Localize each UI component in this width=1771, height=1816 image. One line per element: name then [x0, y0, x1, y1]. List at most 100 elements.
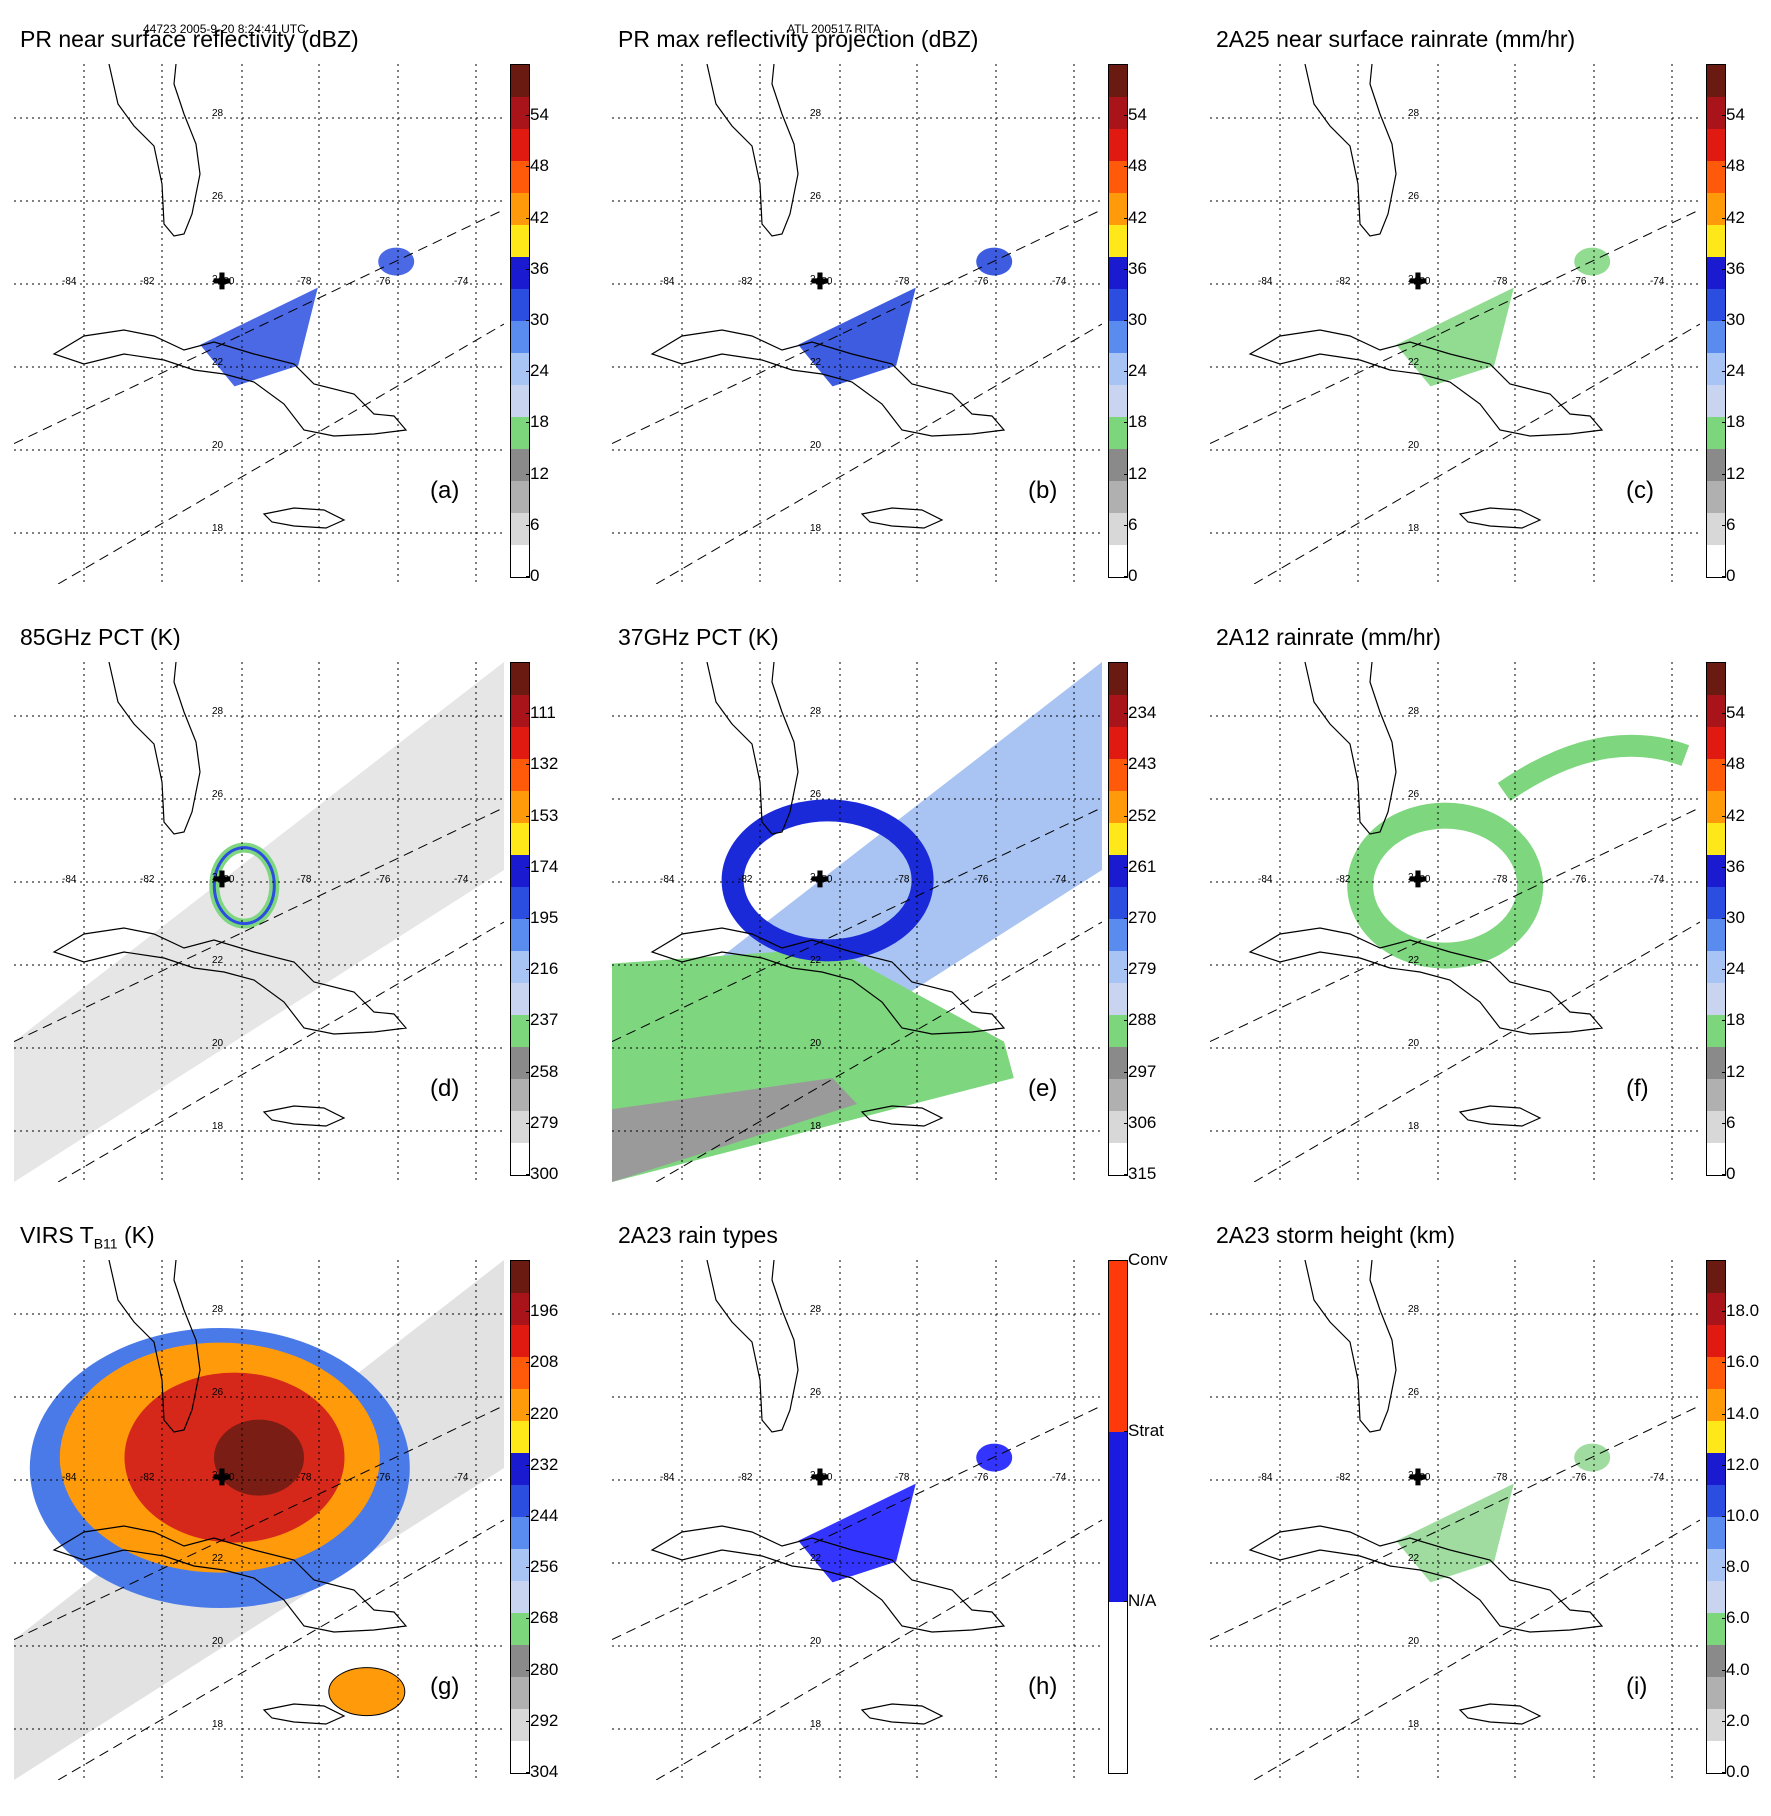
colorbar-tick-label: 6 — [1123, 514, 1138, 534]
colorbar-tick-label: 54 — [1124, 105, 1147, 125]
panel-f: 2A12 rainrate (mm/hr) 28 26 24 22 20 18 -84 -82 -… — [1196, 620, 1771, 1218]
jamaica-coastline — [860, 1703, 944, 1725]
florida-coastline — [1304, 64, 1397, 237]
colorbar-segment — [1707, 1741, 1725, 1773]
panel-title-text: VIRS T — [20, 1222, 94, 1248]
colorbar-segment — [511, 983, 529, 1015]
longitude-label: -80 — [818, 1472, 833, 1483]
colorbar-ticks: 54 48 42 36 30 24 18 12 6 0 — [525, 64, 590, 585]
panel-letter: (g) — [430, 1673, 460, 1700]
colorbar-tick-label: 132 — [525, 754, 559, 774]
panel-i: 2A23 storm height (km) 28 26 24 22 20 18 -84 -82… — [1196, 1218, 1771, 1816]
colorbar-tick-label: 261 — [1123, 856, 1157, 876]
colorbar-ticks: 54 48 42 36 30 24 18 12 6 0 — [1123, 64, 1188, 585]
latitude-label: 22 — [212, 1553, 224, 1564]
panel-title-unit: (K) — [117, 1222, 155, 1248]
colorbar-segment — [511, 1517, 529, 1549]
rain-ring — [1347, 802, 1544, 969]
florida-coastline — [108, 64, 201, 237]
map-area: 28 26 24 22 20 18 -84 -82 -80 -78 -76 -74 ✚ — [1210, 1260, 1700, 1780]
colorbar-tick-label: 12 — [1124, 463, 1147, 483]
latitude-label: 18 — [212, 1121, 224, 1132]
colorbar-segment — [511, 1549, 529, 1581]
cuba-coastline — [650, 927, 1006, 1035]
colorbar-segment — [511, 1047, 529, 1079]
panel-title: PR max reflectivity projection (dBZ) — [618, 26, 978, 53]
latitude-label: 20 — [1408, 1038, 1420, 1049]
colorbar-tick-label: 0 — [1721, 1164, 1736, 1183]
jamaica-coastline — [262, 1105, 346, 1127]
colorbar-segment — [1707, 791, 1725, 823]
cuba-coastline — [1248, 329, 1604, 437]
colorbar-segment — [1707, 417, 1725, 449]
colorbar-segment — [1707, 289, 1725, 321]
panel-g: VIRS TB11 (K) 28 26 24 22 20 18 -84 -82 -80 -78 -76… — [0, 1218, 590, 1816]
colorbar-ticks: 18.0 16.0 14.0 12.0 10.0 8.0 6.0 4.0 2.0 0.0 — [1721, 1260, 1771, 1781]
colorbar-segment — [1707, 1015, 1725, 1047]
colorbar-segment — [1109, 983, 1127, 1015]
map-area: 28 26 24 22 20 18 -84 -82 -80 -78 -76 -74 ✚ — [1210, 662, 1700, 1182]
latitude-label: 26 — [212, 1387, 224, 1398]
colorbar-tick-label: 42 — [1722, 207, 1745, 227]
colorbar-segment — [1109, 225, 1127, 257]
colorbar-tick-label: 30 — [526, 310, 549, 329]
latitude-label: 18 — [1408, 523, 1420, 534]
colorbar-segment — [1707, 129, 1725, 161]
panel-letter: (c) — [1626, 477, 1654, 504]
swath-edge-south — [655, 921, 1102, 1182]
swath-edge-north — [612, 209, 1102, 445]
rain-area — [200, 287, 318, 387]
colorbar-tick-label: 24 — [1722, 959, 1745, 979]
storm-center-marker: ✚ — [810, 1465, 830, 1490]
colorbar-segment — [511, 727, 529, 759]
colorbar-segment — [1707, 1549, 1725, 1581]
colorbar-segment — [1707, 1453, 1725, 1485]
longitude-label: -78 — [297, 1472, 312, 1483]
colorbar-tick-label: 42 — [1124, 207, 1147, 227]
jamaica-coastline — [1458, 1105, 1542, 1127]
colorbar-segment — [1707, 855, 1725, 887]
colorbar-tick-label: 279 — [525, 1112, 559, 1132]
colorbar-tick-label: 18 — [526, 412, 549, 432]
latitude-label: 24 — [212, 1470, 224, 1481]
cuba-coastline — [1248, 927, 1604, 1035]
colorbar-segment — [511, 695, 529, 727]
florida-coastline — [108, 662, 201, 835]
colorbar-tick-label: 252 — [1123, 805, 1157, 825]
colorbar-segment — [511, 1325, 529, 1357]
colorbar-segment — [1109, 513, 1127, 545]
colorbar-segment — [1707, 1293, 1725, 1325]
colorbar-tick-label: 300 — [525, 1164, 559, 1183]
latitude-label: 22 — [1408, 955, 1420, 966]
eyewall-core — [212, 846, 276, 926]
panel-title: 37GHz PCT (K) — [618, 624, 779, 651]
longitude-label: -78 — [1493, 276, 1508, 287]
colorbar-segment — [1707, 759, 1725, 791]
colorbar-segment — [511, 1357, 529, 1389]
colorbar-segment — [511, 385, 529, 417]
cuba-coastline — [1248, 1525, 1604, 1633]
colorbar-segment — [1707, 1645, 1725, 1677]
longitude-label: -76 — [376, 1472, 391, 1483]
latitude-label: 26 — [810, 191, 822, 202]
colorbar-segment — [1109, 1015, 1127, 1047]
latitude-label: 18 — [1408, 1719, 1420, 1730]
panel-letter: (d) — [430, 1075, 460, 1102]
swath-edge-north — [1210, 807, 1700, 1043]
colorbar-tick-label: 14.0 — [1721, 1403, 1760, 1423]
panel-letter: (f) — [1626, 1075, 1649, 1102]
storm-center-marker: ✚ — [1408, 269, 1428, 294]
latitude-label: 22 — [810, 955, 822, 966]
swath-edge-north — [1210, 209, 1700, 445]
colorbar-ticks: Conv Strat N/A — [1123, 1250, 1188, 1772]
cuba-coastline — [650, 329, 1006, 437]
storm-center-marker: ✚ — [212, 1465, 232, 1490]
colorbar-tick-label: 54 — [1722, 105, 1745, 125]
longitude-label: -74 — [1052, 276, 1067, 287]
cuba-coastline — [52, 329, 408, 437]
colorbar-segment — [1707, 1143, 1725, 1175]
colorbar-tick-label: 292 — [525, 1710, 559, 1730]
colorbar-segment — [1109, 919, 1127, 951]
longitude-label: -76 — [1572, 1472, 1587, 1483]
colorbar-segment — [1707, 161, 1725, 193]
